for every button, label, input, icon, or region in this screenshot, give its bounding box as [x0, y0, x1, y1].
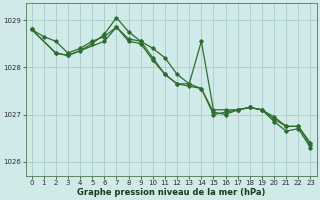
X-axis label: Graphe pression niveau de la mer (hPa): Graphe pression niveau de la mer (hPa) — [77, 188, 265, 197]
